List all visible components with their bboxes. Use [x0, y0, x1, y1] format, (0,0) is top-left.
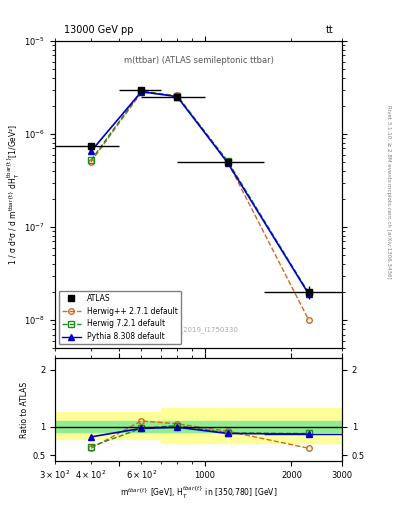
Y-axis label: 1 / σ d²σ / d m$^{\mathregular{tbar\{t\}}}$ dH$_{\mathregular{T}}^{\mathregular{: 1 / σ d²σ / d m$^{\mathregular{tbar\{t\}… — [6, 124, 22, 265]
X-axis label: m$^{tbar\{t\}}$ [GeV], H$_T^{tbar\{t\}}$ in [350,780] [GeV]: m$^{tbar\{t\}}$ [GeV], H$_T^{tbar\{t\}}$… — [120, 485, 277, 501]
Text: mcplots.cern.ch [arXiv:1306.3436]: mcplots.cern.ch [arXiv:1306.3436] — [386, 183, 391, 278]
Text: tt: tt — [325, 25, 333, 35]
Text: 13000 GeV pp: 13000 GeV pp — [64, 25, 133, 35]
Text: m(ttbar) (ATLAS semileptonic ttbar): m(ttbar) (ATLAS semileptonic ttbar) — [123, 56, 274, 66]
Text: ATLAS_2019_I1750330: ATLAS_2019_I1750330 — [158, 326, 239, 333]
Text: Rivet 3.1.10, ≥ 2.8M events: Rivet 3.1.10, ≥ 2.8M events — [386, 105, 391, 182]
Legend: ATLAS, Herwig++ 2.7.1 default, Herwig 7.2.1 default, Pythia 8.308 default: ATLAS, Herwig++ 2.7.1 default, Herwig 7.… — [59, 291, 181, 345]
Y-axis label: Ratio to ATLAS: Ratio to ATLAS — [20, 381, 29, 438]
